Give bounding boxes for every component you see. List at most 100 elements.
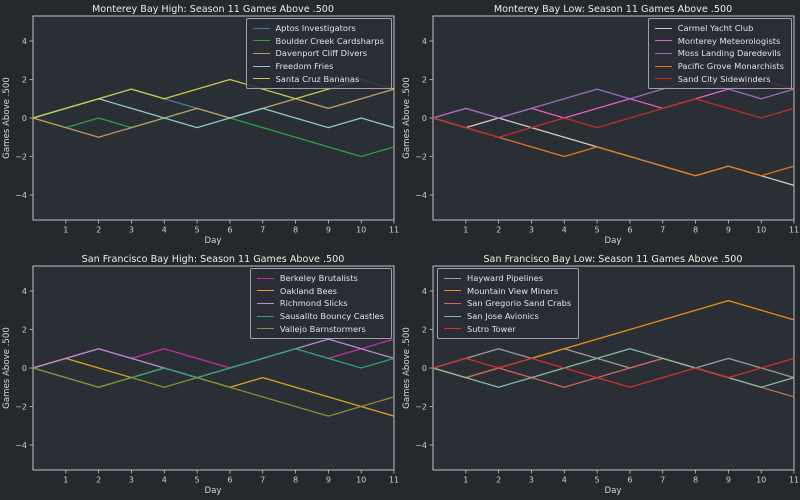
y-axis-label: Games Above .500: [2, 327, 12, 409]
x-tick-label: 7: [660, 226, 665, 235]
x-axis-label: Day: [605, 486, 622, 496]
legend-line-swatch: [444, 315, 461, 317]
x-tick-label: 11: [389, 226, 399, 235]
legend: Berkeley Brutalists Oakland Bees Richmond …: [249, 268, 392, 339]
y-axis-label: Games Above .500: [402, 77, 412, 159]
x-tick-label: 8: [293, 476, 298, 485]
x-tick-label: 5: [595, 476, 600, 485]
legend-item: Vallejo Barnstormers: [256, 322, 384, 335]
legend-line-swatch: [252, 40, 270, 42]
x-tick-label: 3: [529, 476, 534, 485]
y-tick-label: 4: [422, 287, 427, 296]
series-line-hayward-pipelines: [432, 348, 795, 379]
legend-line-swatch: [654, 78, 672, 80]
y-tick-label: 4: [22, 37, 27, 46]
legend-team-label: Sausalito Bouncy Castles: [279, 310, 384, 321]
y-tick-label: 0: [22, 114, 27, 123]
legend-line-swatch: [654, 52, 672, 54]
x-tick-label: 7: [260, 226, 265, 235]
legend-item: Carmel Yacht Club: [654, 22, 784, 35]
legend-item: Boulder Creek Cardsharps: [252, 35, 384, 48]
y-tick-label: 0: [422, 364, 427, 373]
x-tick-label: 4: [162, 476, 167, 485]
y-tick-label: 0: [22, 364, 27, 373]
x-axis-label: Day: [605, 236, 622, 246]
x-tick-label: 3: [129, 476, 134, 485]
legend-team-label: Berkeley Brutalists: [279, 273, 358, 284]
legend-team-label: Richmond Slicks: [279, 298, 348, 309]
legend: Aptos Investigators Boulder Creek Cardsha…: [245, 18, 392, 89]
legend-item: Berkeley Brutalists: [256, 272, 384, 285]
x-axis-label: Day: [205, 486, 222, 496]
legend-line-swatch: [444, 302, 461, 304]
legend-team-label: Sutro Tower: [467, 323, 516, 334]
y-axis-label: Games Above .500: [402, 327, 412, 409]
legend-team-label: Aptos Investigators: [275, 23, 356, 34]
legend-team-label: Moss Landing Daredevils: [677, 48, 782, 59]
legend-team-label: Davenport Cliff Divers: [275, 48, 368, 59]
x-tick-label: 1: [463, 226, 468, 235]
chart-title: Monterey Bay High: Season 11 Games Above…: [92, 4, 334, 15]
x-axis-label: Day: [205, 236, 222, 246]
legend-team-label: San Gregorio Sand Crabs: [467, 298, 572, 309]
y-tick-label: −4: [415, 441, 427, 450]
x-tick-label: 11: [789, 226, 799, 235]
x-tick-label: 10: [756, 476, 766, 485]
legend-line-swatch: [256, 277, 274, 279]
x-tick-label: 8: [293, 226, 298, 235]
x-tick-label: 9: [326, 226, 331, 235]
legend-team-label: San Jose Avionics: [467, 310, 539, 321]
x-tick-label: 4: [562, 226, 567, 235]
legend-item: Richmond Slicks: [256, 297, 384, 310]
legend-line-swatch: [444, 328, 461, 330]
chart-title: San Francisco Bay High: Season 11 Games …: [82, 254, 345, 265]
legend-line-swatch: [256, 290, 274, 292]
legend-item: Sausalito Bouncy Castles: [256, 310, 384, 323]
x-tick-label: 11: [389, 476, 399, 485]
x-tick-label: 6: [227, 476, 232, 485]
legend-line-swatch: [444, 277, 461, 279]
x-tick-label: 3: [129, 226, 134, 235]
legend-team-label: Vallejo Barnstormers: [279, 323, 366, 334]
legend-item: Santa Cruz Bananas: [252, 72, 385, 85]
legend-item: Freedom Fries: [252, 60, 385, 73]
legend: Hayward Pipelines Mountain View Miners San…: [437, 268, 580, 339]
legend-team-label: Sand City Sidewinders: [677, 73, 771, 84]
legend-line-swatch: [252, 78, 270, 80]
series-line-san-jose-avionics: [432, 348, 795, 388]
series-line-davenport-cliff-divers: [32, 88, 395, 138]
legend-team-label: Carmel Yacht Club: [677, 23, 754, 34]
chart-title: San Francisco Bay Low: Season 11 Games A…: [483, 254, 742, 265]
y-tick-label: 2: [22, 325, 27, 334]
legend-line-swatch: [256, 302, 274, 304]
x-tick-label: 10: [756, 226, 766, 235]
x-tick-label: 1: [63, 226, 68, 235]
legend-item: Moss Landing Daredevils: [654, 47, 784, 60]
legend-item: Oakland Bees: [256, 285, 384, 298]
x-tick-label: 9: [726, 226, 731, 235]
legend-line-swatch: [252, 52, 270, 54]
subplot-monterey-bay-high: 1 2 3 4 5 6 7 8 9 10 11 −4 −2 0 2 4 Monterey Bay High: …: [0, 0, 400, 250]
x-tick-label: 7: [660, 476, 665, 485]
legend-item: Sand City Sidewinders: [654, 72, 784, 85]
y-tick-label: 2: [422, 325, 427, 334]
y-tick-label: −2: [415, 402, 427, 411]
subplot-monterey-bay-low: 1 2 3 4 5 6 7 8 9 10 11 −4 −2 0 2 4 Monterey Bay Low: S…: [400, 0, 800, 250]
legend-item: Mountain View Miners: [444, 285, 571, 298]
x-tick-label: 2: [496, 476, 501, 485]
legend-team-label: Monterey Meteorologists: [677, 35, 781, 46]
legend-team-label: Freedom Fries: [275, 60, 334, 71]
y-tick-label: 4: [22, 287, 27, 296]
series-line-sutro-tower: [432, 357, 795, 388]
legend-line-swatch: [654, 40, 672, 42]
subplot-san-francisco-bay-high: 1 2 3 4 5 6 7 8 9 10 11 −4 −2 0 2 4 San Francisco Bay H…: [0, 250, 400, 500]
x-tick-label: 3: [529, 226, 534, 235]
x-tick-label: 6: [627, 476, 632, 485]
legend-item: Hayward Pipelines: [444, 272, 571, 285]
legend-line-swatch: [654, 27, 672, 29]
x-tick-label: 4: [562, 476, 567, 485]
y-tick-label: 2: [422, 75, 427, 84]
x-tick-label: 9: [726, 476, 731, 485]
legend: Carmel Yacht Club Monterey Meteorologists…: [647, 18, 792, 89]
chart-title: Monterey Bay Low: Season 11 Games Above …: [494, 4, 732, 15]
